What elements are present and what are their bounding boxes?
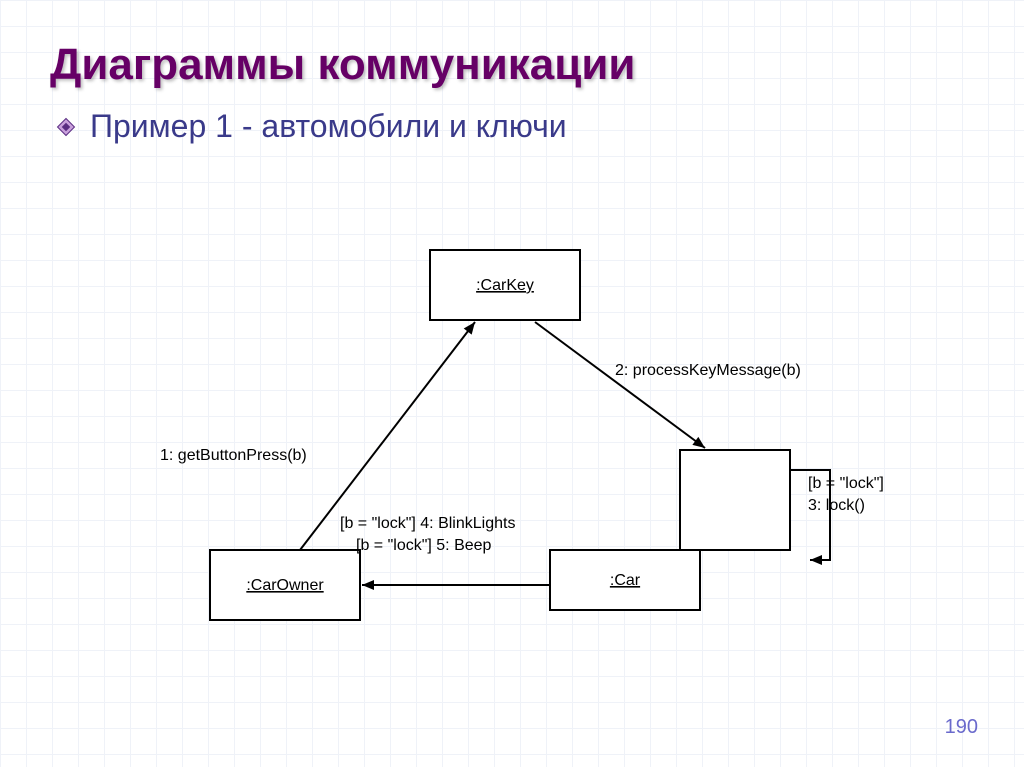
page-number: 190	[945, 716, 978, 739]
node-carkey: :CarKey	[430, 250, 580, 320]
svg-text:1: getButtonPress(b): 1: getButtonPress(b)	[160, 447, 307, 464]
node-carowner: :CarOwner	[210, 550, 360, 620]
slide-subtitle: Пример 1 - автомобили и ключи	[90, 108, 567, 145]
svg-text:[b = "lock"] 4: BlinkLights: [b = "lock"] 4: BlinkLights	[340, 515, 515, 532]
diamond-bullet-icon	[56, 117, 76, 137]
svg-text::CarOwner: :CarOwner	[246, 577, 324, 594]
edge-2: [b = "lock"] 4: BlinkLights [b = "lock"] …	[340, 515, 550, 590]
svg-text::Car: :Car	[610, 572, 641, 589]
slide: Диаграммы коммуникации Пример 1 - автомо…	[0, 0, 1024, 767]
node-car: :Car	[550, 550, 700, 610]
svg-text:3: lock(): 3: lock()	[808, 497, 865, 514]
svg-text:[b = "lock"] 5: Beep: [b = "lock"] 5: Beep	[356, 537, 492, 554]
subtitle-line: Пример 1 - автомобили и ключи	[56, 108, 974, 145]
slide-title: Диаграммы коммуникации	[50, 40, 974, 90]
svg-text:[b = "lock"]: [b = "lock"]	[808, 475, 884, 492]
edge-3: [b = "lock"] 3: lock()	[790, 470, 884, 565]
node-carback	[680, 450, 790, 550]
edge-1: 2: processKeyMessage(b)	[535, 322, 801, 448]
svg-text::CarKey: :CarKey	[476, 277, 534, 294]
svg-text:2: processKeyMessage(b): 2: processKeyMessage(b)	[615, 362, 801, 379]
communication-diagram: :CarKey:CarOwner:Car1: getButtonPress(b)…	[170, 230, 870, 650]
